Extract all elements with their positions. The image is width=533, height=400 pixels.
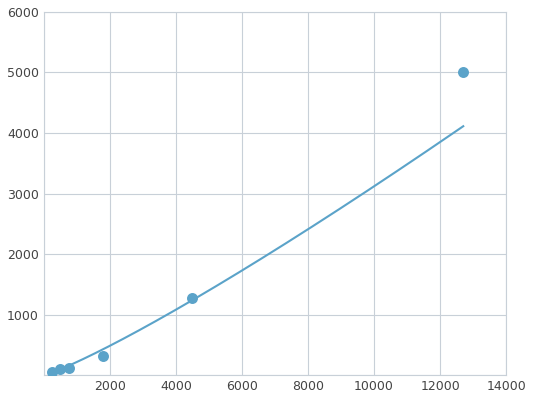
Point xyxy=(459,69,467,76)
Point xyxy=(64,365,73,371)
Point xyxy=(188,294,197,301)
Point xyxy=(48,368,56,375)
Point xyxy=(56,366,64,372)
Point xyxy=(99,353,108,359)
